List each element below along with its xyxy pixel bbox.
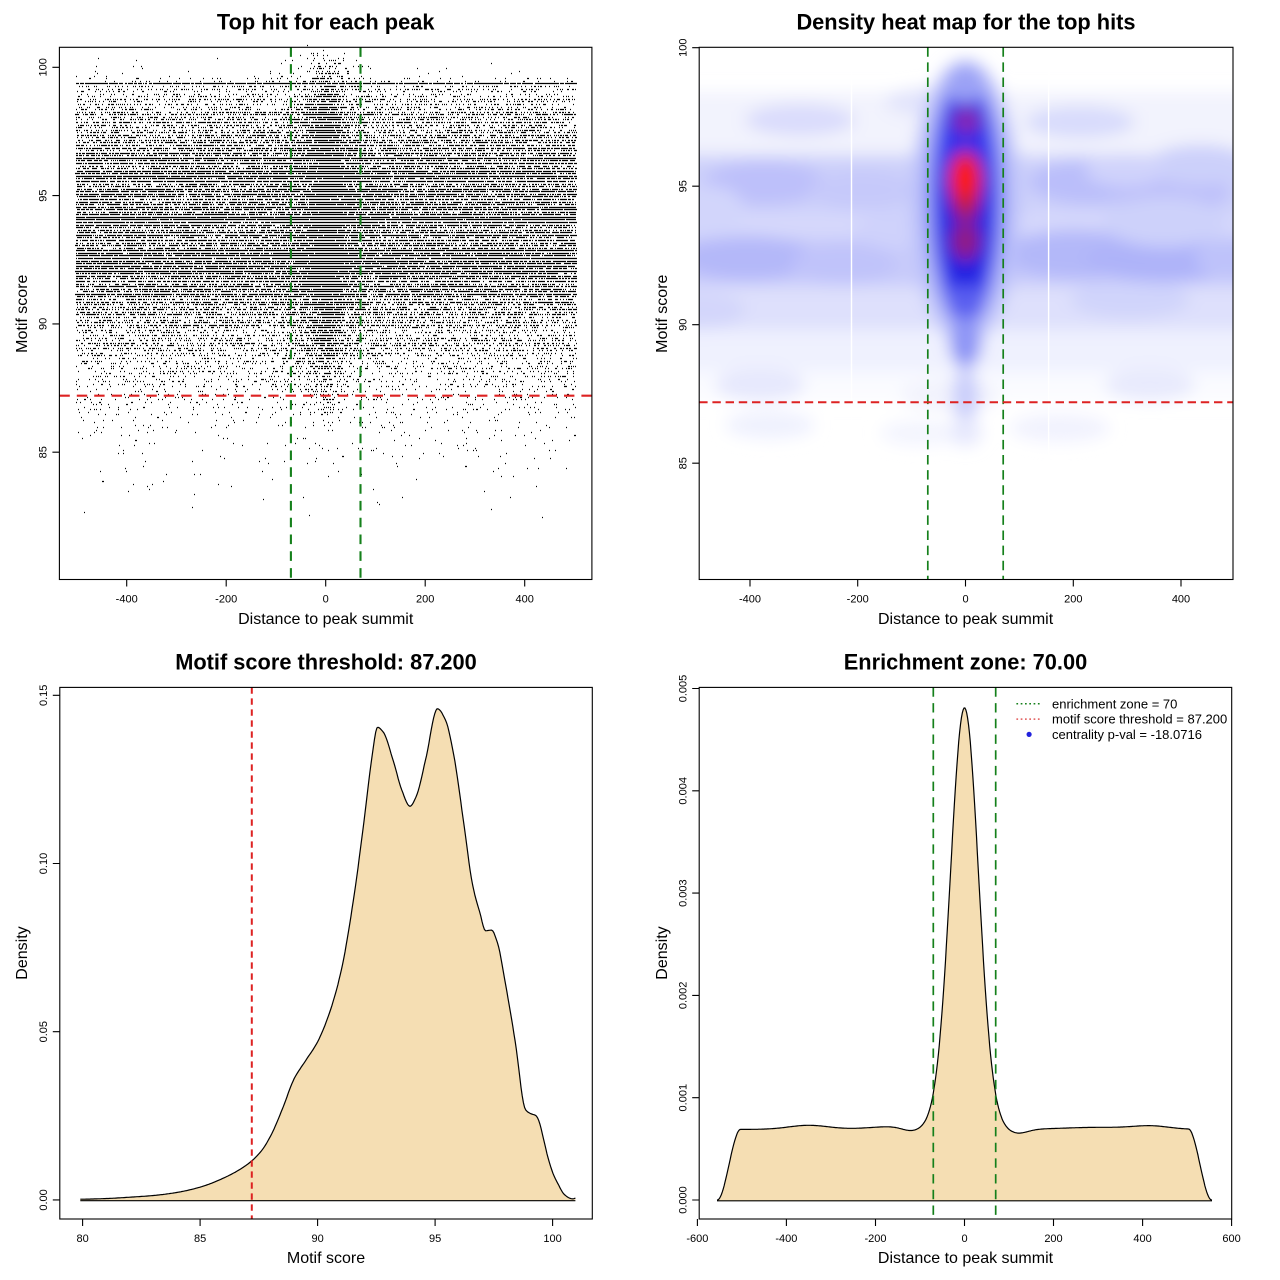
svg-text:100: 100 xyxy=(677,39,689,57)
svg-text:0.002: 0.002 xyxy=(678,982,690,1010)
svg-text:Enrichment zone: 70.00: Enrichment zone: 70.00 xyxy=(844,650,1087,675)
svg-text:100: 100 xyxy=(543,1233,561,1245)
svg-text:-600: -600 xyxy=(686,1233,708,1245)
svg-text:-400: -400 xyxy=(739,594,761,606)
svg-text:400: 400 xyxy=(1133,1233,1151,1245)
svg-text:0.000: 0.000 xyxy=(678,1186,690,1214)
svg-text:85: 85 xyxy=(194,1233,206,1245)
svg-text:0.05: 0.05 xyxy=(38,1021,50,1042)
svg-text:95: 95 xyxy=(38,189,50,201)
svg-text:-200: -200 xyxy=(864,1233,886,1245)
svg-text:0: 0 xyxy=(962,594,968,606)
svg-text:85: 85 xyxy=(677,457,689,469)
svg-text:0: 0 xyxy=(961,1233,967,1245)
svg-text:Motif score: Motif score xyxy=(654,274,671,352)
svg-text:80: 80 xyxy=(76,1233,88,1245)
svg-text:85: 85 xyxy=(38,446,50,458)
svg-text:0.00: 0.00 xyxy=(38,1189,50,1210)
svg-text:Distance to peak summit: Distance to peak summit xyxy=(878,611,1054,628)
svg-text:90: 90 xyxy=(311,1233,323,1245)
svg-text:centrality p-val = -18.0716: centrality p-val = -18.0716 xyxy=(1052,727,1202,742)
svg-text:-400: -400 xyxy=(775,1233,797,1245)
svg-text:0.001: 0.001 xyxy=(678,1084,690,1112)
svg-text:0.003: 0.003 xyxy=(678,879,690,907)
svg-text:95: 95 xyxy=(677,180,689,192)
svg-text:motif score threshold = 87.200: motif score threshold = 87.200 xyxy=(1052,712,1227,727)
svg-text:Density: Density xyxy=(14,926,31,979)
svg-text:Density: Density xyxy=(654,926,671,979)
svg-text:0.005: 0.005 xyxy=(678,675,690,703)
svg-text:0.004: 0.004 xyxy=(678,777,690,805)
svg-text:200: 200 xyxy=(1044,1233,1062,1245)
svg-text:90: 90 xyxy=(38,318,50,330)
svg-text:Motif score threshold: 87.200: Motif score threshold: 87.200 xyxy=(175,650,477,675)
svg-text:600: 600 xyxy=(1222,1233,1240,1245)
svg-text:90: 90 xyxy=(677,319,689,331)
svg-text:-400: -400 xyxy=(116,594,138,606)
svg-text:400: 400 xyxy=(516,594,534,606)
svg-text:95: 95 xyxy=(429,1233,441,1245)
svg-text:400: 400 xyxy=(1172,594,1190,606)
svg-text:Motif score: Motif score xyxy=(287,1250,365,1267)
svg-text:200: 200 xyxy=(416,594,434,606)
svg-text:Distance to peak summit: Distance to peak summit xyxy=(238,611,414,628)
svg-text:Motif score: Motif score xyxy=(14,274,31,352)
svg-text:0.10: 0.10 xyxy=(38,853,50,874)
svg-text:0.15: 0.15 xyxy=(38,685,50,706)
svg-text:Distance to peak summit: Distance to peak summit xyxy=(878,1250,1054,1267)
svg-text:0: 0 xyxy=(323,594,329,606)
svg-text:enrichment zone = 70: enrichment zone = 70 xyxy=(1052,696,1177,711)
svg-text:-200: -200 xyxy=(215,594,237,606)
svg-text:200: 200 xyxy=(1064,594,1082,606)
svg-text:100: 100 xyxy=(38,58,50,76)
svg-text:-200: -200 xyxy=(847,594,869,606)
svg-text:Density heat map for the top h: Density heat map for the top hits xyxy=(796,10,1135,35)
svg-text:Top hit for each peak: Top hit for each peak xyxy=(217,10,435,35)
